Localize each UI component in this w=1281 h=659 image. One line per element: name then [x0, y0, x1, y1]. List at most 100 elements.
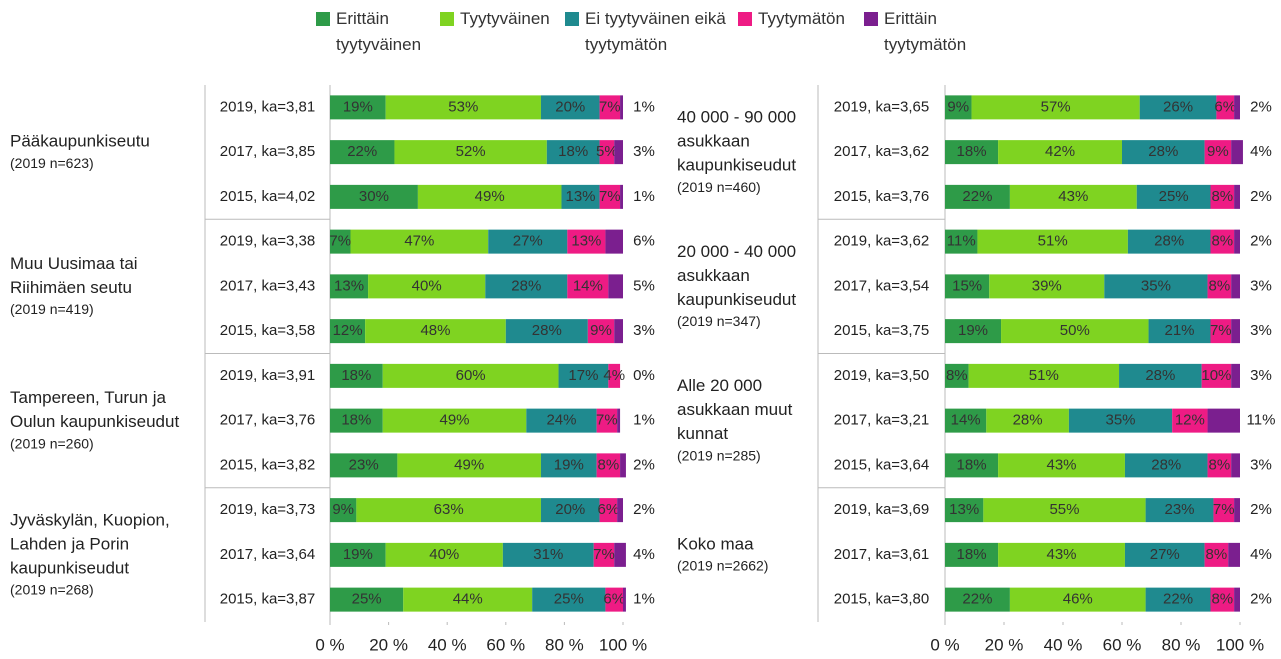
bar-segment — [1172, 408, 1208, 433]
bar-segment — [1234, 587, 1240, 612]
value-label: 2% — [1250, 233, 1272, 250]
row-label: 2015, ka=3,82 — [220, 456, 316, 473]
value-label: 21% — [1165, 322, 1195, 339]
value-label: 40% — [412, 277, 442, 294]
bar-segment — [1210, 229, 1235, 254]
value-label: 7% — [1210, 322, 1232, 339]
bar-segment — [1231, 319, 1240, 344]
bar-segment — [998, 140, 1122, 165]
legend-item: Erittäin tyytymätön — [864, 6, 994, 58]
bar-segment — [1124, 542, 1205, 567]
bar-segment — [356, 498, 541, 523]
value-label: 0% — [633, 367, 655, 384]
bar-segment — [526, 408, 597, 433]
bar-segment — [1124, 453, 1208, 478]
row-label: 2015, ka=3,76 — [834, 188, 930, 205]
row-label: 2019, ka=3,91 — [220, 367, 316, 384]
bar-segment — [505, 319, 588, 344]
bar-segment — [403, 587, 533, 612]
bar-segment — [567, 274, 609, 299]
row-label: 2019, ka=3,65 — [834, 98, 930, 115]
value-label: 50% — [1060, 322, 1090, 339]
x-tick-label: 0 % — [315, 635, 344, 654]
bar-segment — [394, 140, 547, 165]
value-label: 14% — [951, 412, 981, 429]
value-label: 8% — [598, 456, 620, 473]
bar-segment — [540, 498, 600, 523]
value-label: 8% — [946, 367, 968, 384]
value-label: 1% — [633, 591, 655, 608]
group-n: (2019 n=2662) — [677, 558, 768, 574]
bar-segment — [1210, 587, 1235, 612]
bar-segment — [1216, 95, 1235, 120]
row-label: 2017, ka=3,21 — [834, 412, 930, 429]
value-label: 30% — [359, 188, 389, 205]
value-label: 51% — [1029, 367, 1059, 384]
bar-segment — [546, 140, 600, 165]
value-label: 43% — [1047, 456, 1077, 473]
value-label: 15% — [952, 277, 982, 294]
legend-label: Tyytymätön — [758, 9, 845, 28]
x-tick-label: 100 % — [1216, 635, 1264, 654]
bar-segment — [1231, 140, 1243, 165]
legend-label: Tyytyväinen — [460, 9, 550, 28]
bar-segment — [587, 319, 615, 344]
value-label: 19% — [554, 456, 584, 473]
bar-segment — [540, 453, 597, 478]
bar-segment — [945, 363, 969, 388]
group-n: (2019 n=623) — [10, 155, 94, 171]
group-label: asukkaan muut — [677, 400, 793, 419]
bar-segment — [599, 95, 621, 120]
value-label: 2% — [633, 456, 655, 473]
bar-segment — [485, 274, 568, 299]
row-label: 2017, ka=3,62 — [834, 143, 930, 160]
value-label: 20% — [555, 98, 585, 115]
bar-segment — [1148, 319, 1211, 344]
x-tick-label: 20 % — [985, 635, 1024, 654]
bar-segment — [1210, 184, 1235, 209]
bar-segment — [614, 319, 623, 344]
x-tick-label: 0 % — [930, 635, 959, 654]
row-label: 2019, ka=3,50 — [834, 367, 930, 384]
bar-segment — [1210, 319, 1232, 344]
bar-segment — [1122, 140, 1205, 165]
value-label: 1% — [633, 412, 655, 429]
bar-segment — [1231, 274, 1240, 299]
value-label: 18% — [957, 546, 987, 563]
value-label: 42% — [1045, 143, 1075, 160]
group-label: Riihimäen seutu — [10, 278, 132, 297]
value-label: 2% — [1250, 591, 1272, 608]
bar-segment — [945, 95, 972, 120]
value-label: 2% — [1250, 501, 1272, 518]
value-label: 3% — [633, 143, 655, 160]
bar-segment — [1201, 363, 1232, 388]
value-label: 48% — [420, 322, 450, 339]
bar-segment — [567, 229, 606, 254]
value-label: 19% — [343, 546, 373, 563]
value-label: 9% — [590, 322, 612, 339]
x-tick-label: 60 % — [1103, 635, 1142, 654]
group-label: Lahden ja Porin — [10, 534, 129, 553]
value-label: 7% — [599, 98, 621, 115]
legend-label: Erittäin tyytymätön — [884, 9, 967, 54]
bar-segment — [1001, 319, 1149, 344]
row-label: 2015, ka=3,58 — [220, 322, 316, 339]
bar-segment — [330, 319, 366, 344]
x-tick-label: 40 % — [428, 635, 467, 654]
legend-swatch — [316, 12, 330, 26]
value-label: 28% — [1148, 143, 1178, 160]
group-n: (2019 n=347) — [677, 313, 761, 329]
group-label: 40 000 - 90 000 — [677, 108, 796, 127]
bar-segment — [417, 184, 562, 209]
value-label: 9% — [332, 501, 354, 518]
bar-segment — [368, 274, 486, 299]
value-label: 63% — [434, 501, 464, 518]
group-label: 20 000 - 40 000 — [677, 242, 796, 261]
value-label: 24% — [546, 412, 576, 429]
x-tick-label: 20 % — [369, 635, 408, 654]
value-label: 35% — [1141, 277, 1171, 294]
value-label: 28% — [1013, 412, 1043, 429]
value-label: 23% — [349, 456, 379, 473]
bar-segment — [945, 498, 984, 523]
